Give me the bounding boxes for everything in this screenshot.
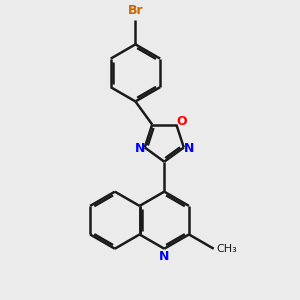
Text: O: O bbox=[176, 115, 187, 128]
Text: N: N bbox=[159, 250, 169, 263]
Text: CH₃: CH₃ bbox=[216, 244, 237, 254]
Text: N: N bbox=[184, 142, 194, 155]
Text: Br: Br bbox=[128, 4, 143, 17]
Text: N: N bbox=[134, 142, 145, 155]
